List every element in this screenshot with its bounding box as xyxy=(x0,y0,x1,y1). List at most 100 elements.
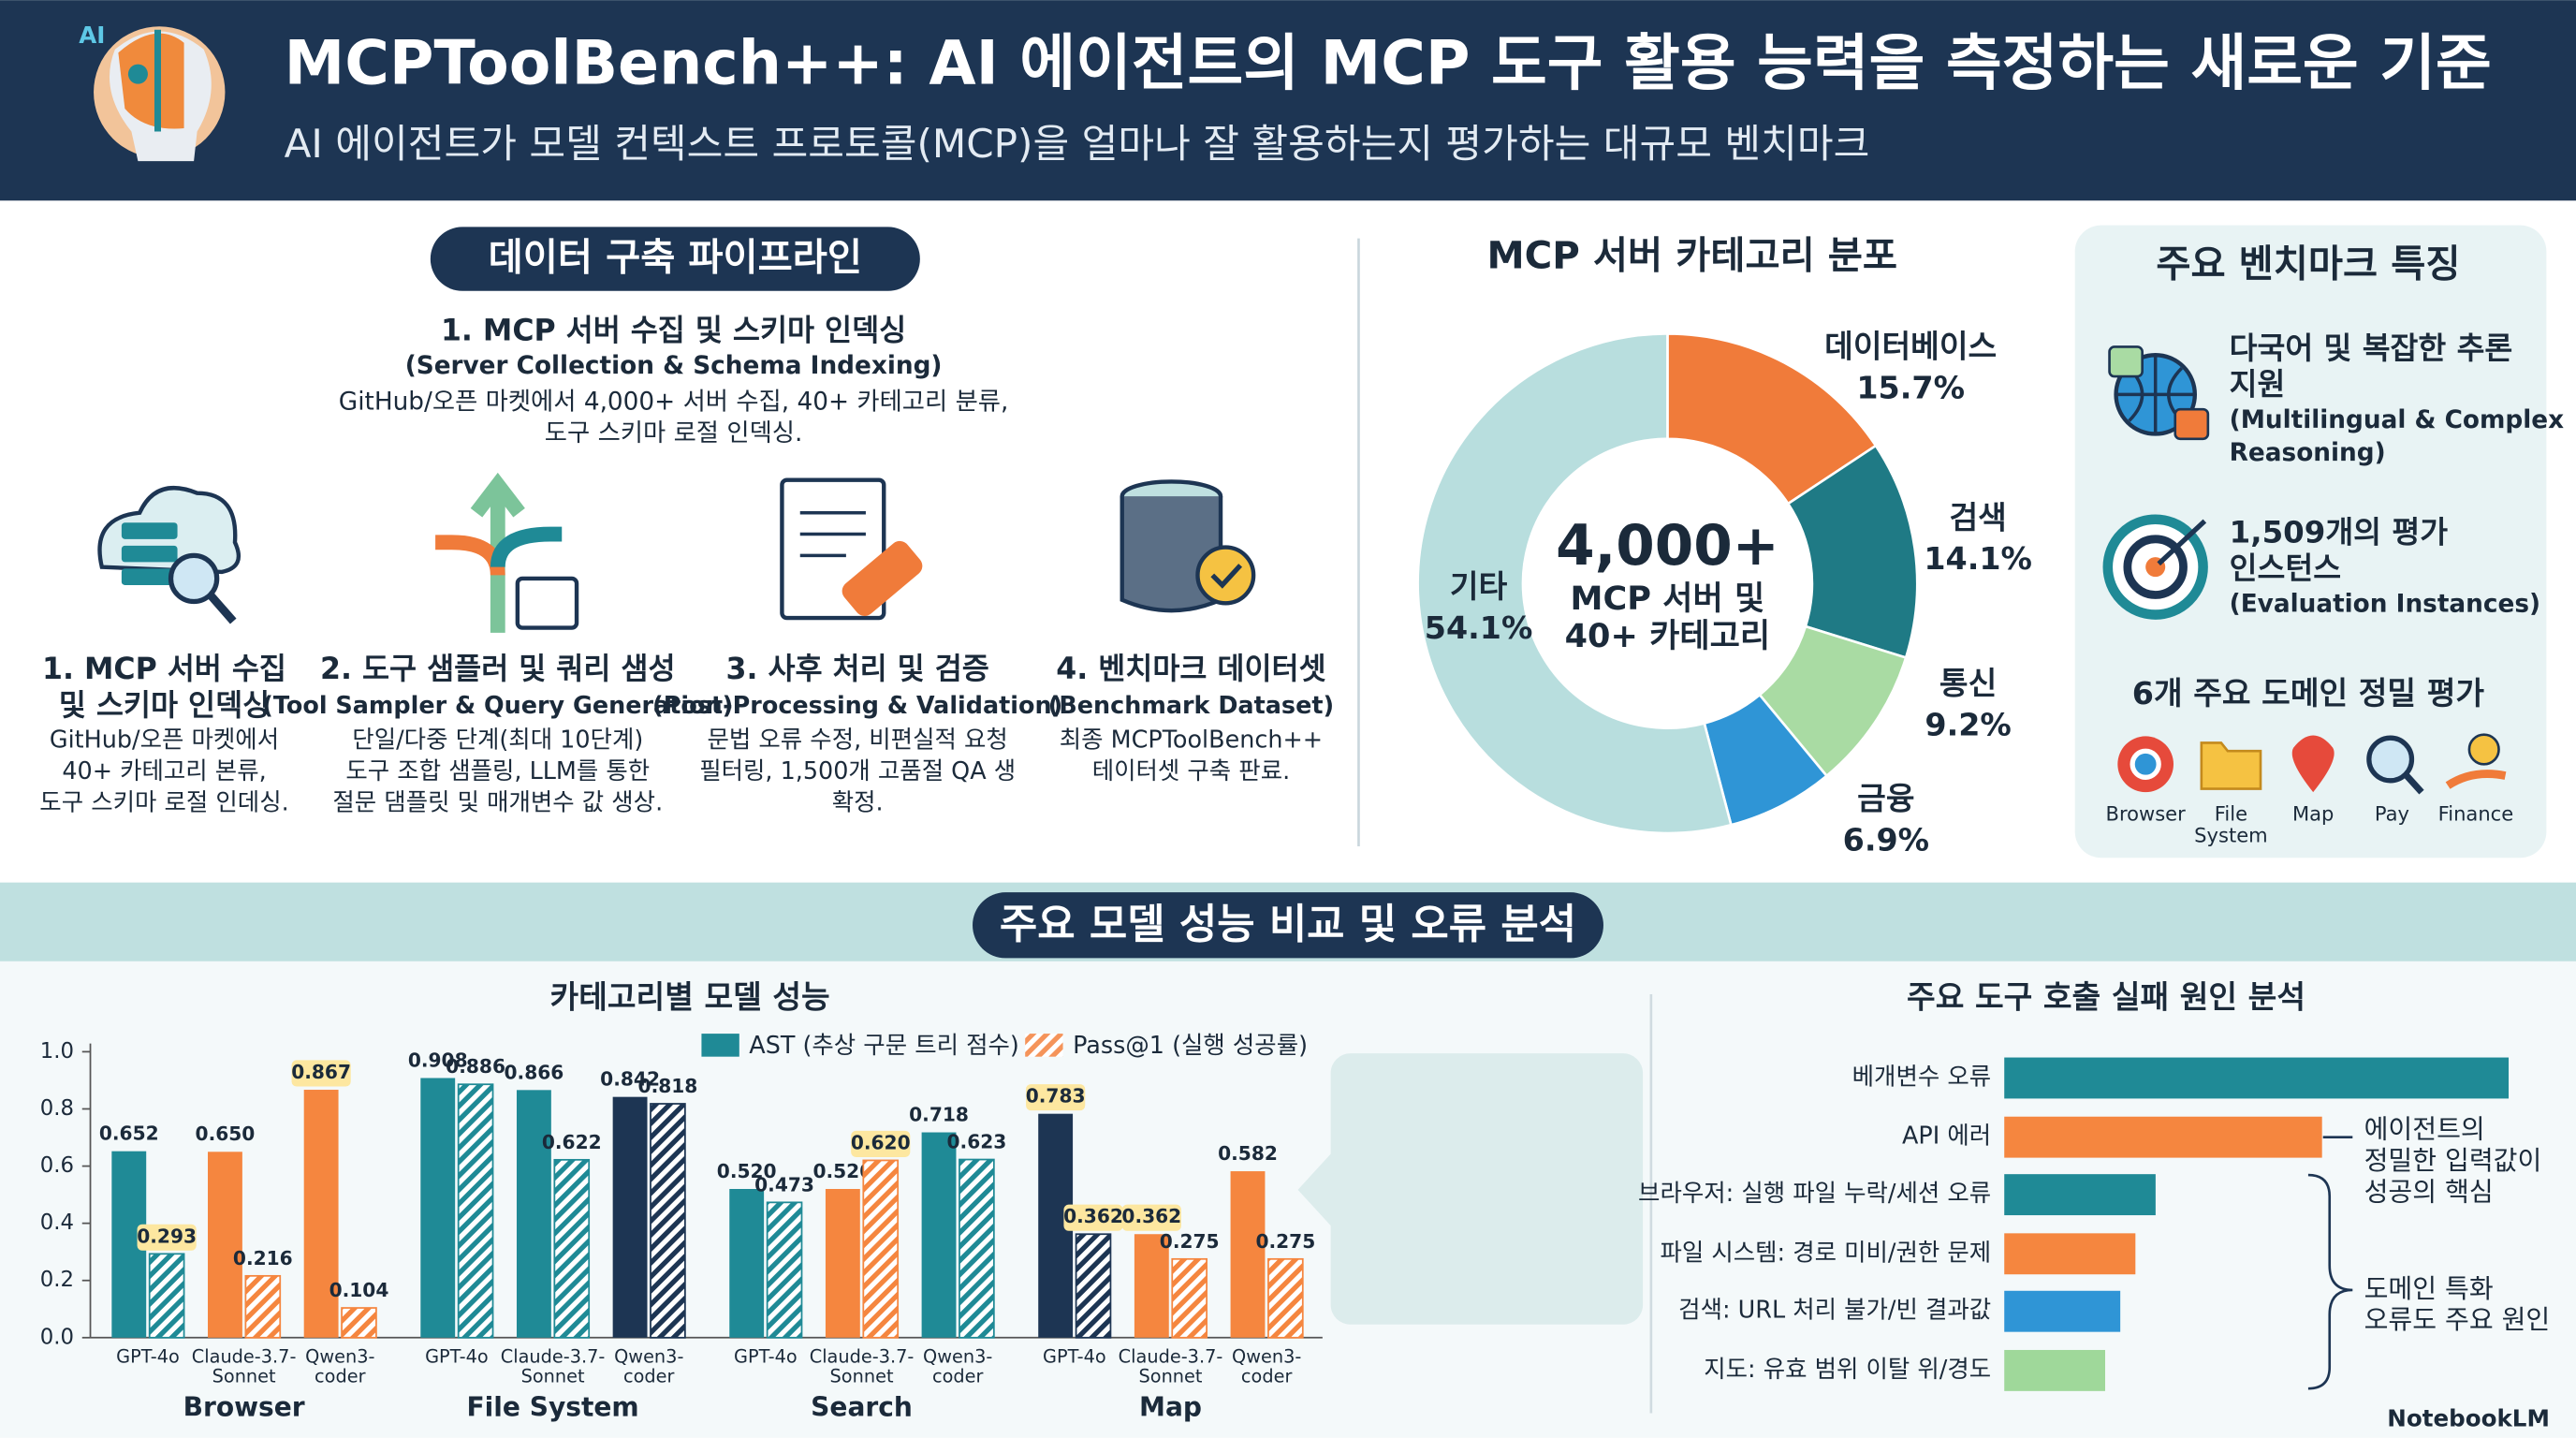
x-tick-label: Sonnet xyxy=(1139,1365,1203,1387)
subtitle: AI 에이전트가 모델 컨텍스트 프로토콜(MCP)을 얼마나 잘 활용하는지 … xyxy=(285,121,1870,167)
value-label: 0.622 xyxy=(542,1131,602,1153)
x-tick-label: Claude-3.7- xyxy=(810,1345,915,1367)
overview-title: 1. MCP 서버 수집 및 스키마 인덱싱 xyxy=(441,315,906,348)
annotation-text: 에이전트의 xyxy=(2364,1114,2485,1145)
value-label: 0.582 xyxy=(1218,1142,1278,1165)
annotation-text: 정밀한 입력값이 xyxy=(2364,1145,2542,1176)
domain-label: Finance xyxy=(2438,802,2514,826)
value-label: 0.275 xyxy=(1255,1230,1315,1253)
feature-subtitle: (Multilingual & Complex xyxy=(2230,406,2564,434)
step-title: 3. 사후 처리 및 검증 xyxy=(726,653,989,686)
y-tick-label: 0.8 xyxy=(40,1096,74,1121)
domain-label: Browser xyxy=(2106,802,2187,826)
title: MCPToolBench++: AI 에이전트의 MCP 도구 활용 능력을 측… xyxy=(285,29,2492,99)
x-tick-label: GPT-4o xyxy=(425,1345,489,1367)
callout-pointer xyxy=(1297,1150,1335,1229)
legend-swatch xyxy=(701,1034,739,1057)
x-tick-label: coder xyxy=(932,1365,984,1387)
step-text: 도구 조합 샘플링, LLM를 통한 xyxy=(345,756,650,785)
annotation-text: 도메인 특화 xyxy=(2364,1273,2494,1304)
overview-subtitle: (Server Collection & Schema Indexing) xyxy=(405,352,943,380)
bar xyxy=(2004,1349,2105,1391)
step-text: 단일/다중 단계(최대 10단계) xyxy=(352,726,643,754)
x-tick-label: GPT-4o xyxy=(734,1345,798,1367)
slice-value: 9.2% xyxy=(1925,706,2011,742)
pipeline-title: 데이터 구축 파이프라인 xyxy=(489,235,862,279)
value-label: 0.718 xyxy=(909,1103,969,1125)
bracket xyxy=(2307,1173,2353,1390)
bar xyxy=(650,1103,686,1339)
x-tick-label: Qwen3- xyxy=(305,1345,374,1367)
callout xyxy=(1330,1053,1644,1325)
bar xyxy=(1075,1233,1112,1339)
x-tick-label: Qwen3- xyxy=(923,1345,992,1367)
x-tick-label: GPT-4o xyxy=(1043,1345,1106,1367)
hbar-chart-title: 주요 도구 호출 실패 원인 분석 xyxy=(1907,979,2305,1016)
group-label: Browser xyxy=(183,1391,305,1422)
bar xyxy=(1230,1171,1266,1338)
x-tick-label: coder xyxy=(623,1365,675,1387)
annotation-text: 오류도 주요 원인 xyxy=(2364,1304,2551,1335)
slice-value: 15.7% xyxy=(1856,370,1965,406)
group-label: File System xyxy=(466,1391,638,1422)
value-label: 0.362 xyxy=(1121,1205,1181,1227)
value-label: 0.866 xyxy=(505,1061,564,1083)
x-tick-label: Claude-3.7- xyxy=(192,1345,297,1367)
overview-text: GitHub/오픈 마켓에서 4,000+ 서버 수집, 40+ 카테고리 분류… xyxy=(339,389,1009,417)
step-icons xyxy=(97,472,1256,633)
section-title: 주요 모델 성능 비교 및 오류 분석 xyxy=(1000,901,1576,948)
value-label: 0.783 xyxy=(1026,1085,1086,1108)
y-tick-label: 0.6 xyxy=(40,1153,74,1178)
donut-center-text: MCP 서버 및 xyxy=(1571,580,1765,618)
slice-value: 6.9% xyxy=(1843,821,1929,858)
domain-label: System xyxy=(2194,823,2267,846)
domain-label: Pay xyxy=(2375,802,2409,826)
x-tick-label: Claude-3.7- xyxy=(501,1345,606,1367)
bar xyxy=(1134,1234,1169,1338)
slice-label: 검색 xyxy=(1949,499,2006,536)
y-tick-label: 지도: 유효 범위 이탈 위/경도 xyxy=(1704,1355,1991,1383)
domain-label: Map xyxy=(2292,802,2334,826)
legend-label: AST (추상 구문 트리 점수) xyxy=(749,1031,1018,1059)
y-tick-label: 파일 시스템: 경로 미비/권한 문제 xyxy=(1660,1238,1991,1266)
bar xyxy=(959,1158,995,1339)
legend-swatch xyxy=(1025,1034,1063,1057)
slice-label: 통신 xyxy=(1939,666,1997,702)
step-subtitle: (Post-Processing & Validation) xyxy=(652,691,1062,719)
bar xyxy=(303,1090,339,1338)
step-title: 2. 도구 샘플러 및 쿼리 샘성 xyxy=(320,653,675,686)
value-label-bg xyxy=(137,1224,197,1251)
feature-icons xyxy=(2102,345,2210,620)
bar xyxy=(921,1132,957,1338)
domains-title: 6개 주요 도메인 정밀 평가 xyxy=(2132,675,2485,712)
bar xyxy=(766,1201,803,1339)
step-title: 4. 벤치마크 데이터셋 xyxy=(1056,653,1325,686)
domain-icons xyxy=(2117,733,2507,795)
bar xyxy=(2004,1174,2156,1216)
slice-label: 데이터베이스 xyxy=(1824,329,1997,365)
y-tick-label: 0.2 xyxy=(40,1268,74,1292)
bar xyxy=(457,1083,494,1339)
bar xyxy=(825,1188,860,1338)
value-label-bg xyxy=(1026,1084,1086,1111)
step-title: 1. MCP 서버 수집 xyxy=(42,653,286,686)
step-text: 문법 오류 수정, 비편실적 요청 xyxy=(708,726,1008,754)
slice-value: 54.1% xyxy=(1425,609,1533,646)
donut-slice xyxy=(1416,332,1734,835)
step-text: 테이터셋 구축 판료. xyxy=(1092,756,1290,785)
donut-hole xyxy=(1528,444,1808,724)
y-tick-label: 검색: URL 처리 불가/빈 결과값 xyxy=(1678,1296,1991,1324)
slice-label: 기타 xyxy=(1450,568,1508,605)
y-tick-label: 0.0 xyxy=(40,1325,74,1349)
bar xyxy=(1171,1257,1208,1339)
value-label: 0.650 xyxy=(196,1123,256,1145)
bar xyxy=(341,1307,377,1339)
bar xyxy=(1267,1257,1304,1339)
features-title: 주요 벤치마크 특징 xyxy=(2156,242,2460,286)
bar xyxy=(516,1090,551,1338)
x-tick-label: Claude-3.7- xyxy=(1119,1345,1223,1367)
value-label: 0.908 xyxy=(408,1049,468,1071)
step-text: 절문 댐플릿 및 매개변수 값 생상. xyxy=(332,787,663,815)
